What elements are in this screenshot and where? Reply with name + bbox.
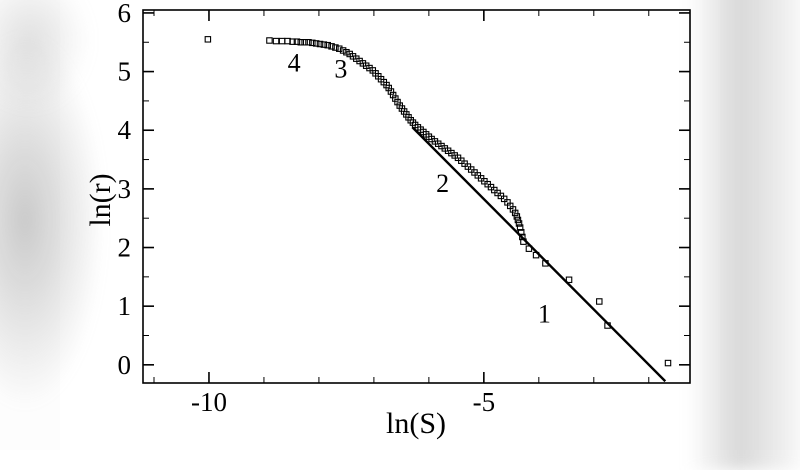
chart-svg: -10 -5 0 1 2 3 4 5 6 4 3 2 1 ln(S) ln(r): [84, 0, 691, 440]
y-tick-label: 5: [118, 57, 132, 87]
x-tick-label: -10: [191, 387, 227, 417]
region-label-4: 4: [288, 49, 301, 78]
data-point-marker: [513, 213, 521, 220]
data-point-marker: [565, 276, 573, 284]
data-point-marker: [309, 39, 316, 47]
data-point-marker: [320, 41, 328, 48]
data-point-marker: [604, 322, 611, 329]
data-point-marker: [324, 41, 331, 49]
data-point-marker: [332, 44, 339, 51]
data-point-marker: [514, 216, 522, 224]
data-point-marker: [515, 220, 523, 227]
y-tick-label: 4: [118, 115, 132, 145]
data-point-marker: [312, 40, 320, 47]
data-point-marker: [500, 195, 508, 203]
plot-panel: [60, 0, 720, 450]
data-point-marker: [289, 38, 296, 45]
y-tick-label: 6: [118, 0, 132, 28]
data-point-marker: [664, 359, 672, 367]
y-tick-label: 3: [118, 174, 132, 204]
data-point-marker: [516, 224, 524, 231]
data-point-marker: [532, 251, 540, 259]
data-point-marker: [305, 39, 312, 46]
data-point-marker: [542, 260, 549, 267]
data-point-marker: [204, 36, 212, 43]
x-axis-title: ln(S): [386, 407, 446, 440]
region-label-1: 1: [538, 300, 551, 329]
data-point-marker: [519, 233, 526, 241]
plot-frame: [142, 9, 691, 384]
data-point-marker: [520, 238, 527, 245]
y-tick-label: 0: [118, 350, 132, 380]
data-point-marker: [266, 37, 273, 44]
data-point-marker: [297, 39, 305, 46]
y-tick-label: 1: [118, 291, 132, 321]
region-label-3: 3: [334, 54, 347, 83]
y-axis-title: ln(r): [84, 173, 117, 226]
region-label-2: 2: [436, 169, 449, 198]
data-point-marker: [316, 40, 324, 48]
data-point-marker: [336, 45, 343, 52]
data-point-marker: [525, 245, 533, 252]
data-point-marker: [328, 43, 335, 50]
data-point-marker: [517, 229, 525, 236]
data-point-marker: [272, 37, 280, 45]
data-point-marker: [596, 298, 603, 305]
data-point-marker: [278, 37, 286, 45]
x-tick-label: -5: [473, 387, 496, 417]
data-point-marker: [293, 38, 301, 45]
y-tick-label: 2: [118, 233, 132, 263]
data-point-marker: [339, 47, 347, 54]
data-point-marker: [511, 209, 519, 217]
data-point-marker: [343, 48, 350, 56]
data-point-marker: [301, 39, 308, 46]
